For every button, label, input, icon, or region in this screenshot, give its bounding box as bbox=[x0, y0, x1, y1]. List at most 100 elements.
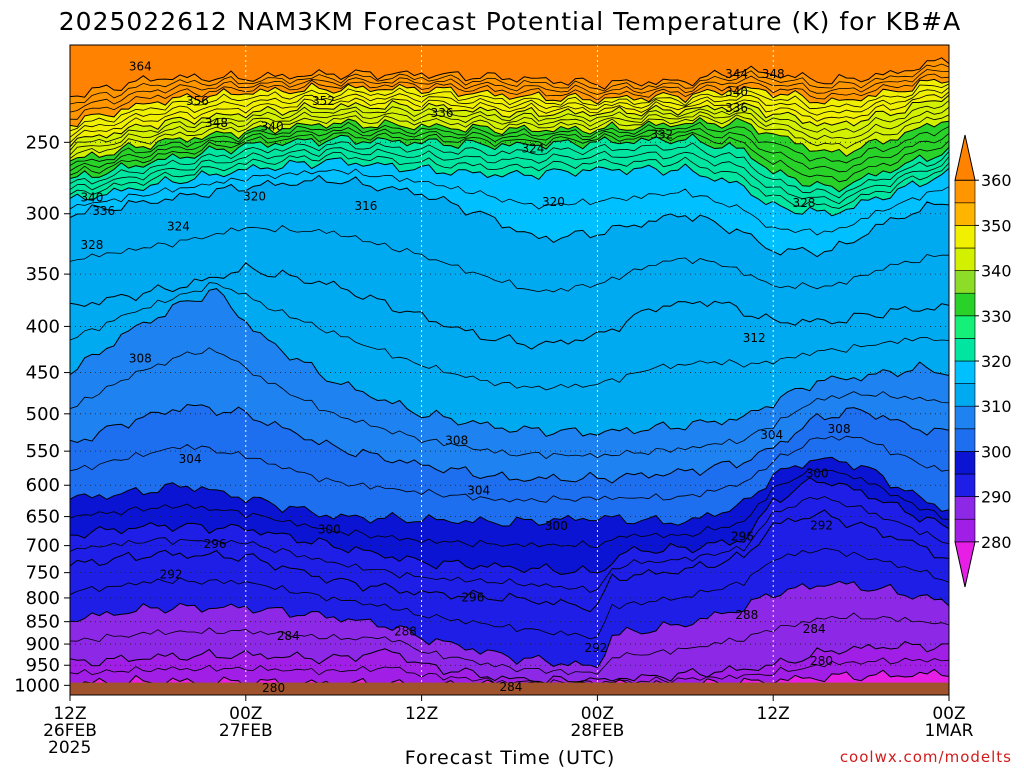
isentrope-line-352 bbox=[70, 78, 949, 128]
y-tick-label: 250 bbox=[26, 132, 60, 153]
contour-label: 304 bbox=[467, 483, 490, 497]
isentrope-line bbox=[70, 168, 949, 236]
contour-label: 332 bbox=[650, 127, 673, 141]
contour-label: 296 bbox=[731, 530, 754, 544]
contour-label: 292 bbox=[160, 568, 183, 582]
isentrope-line bbox=[70, 612, 949, 676]
isentrope-line bbox=[70, 100, 949, 151]
isentrope-line bbox=[70, 63, 949, 105]
x-tick-label: 00Z bbox=[932, 704, 965, 724]
colorbar-label: 340 bbox=[981, 262, 1012, 281]
contour-label: 292 bbox=[584, 641, 607, 655]
colorbar-swatch bbox=[954, 179, 976, 204]
isentrope-line bbox=[70, 496, 949, 593]
contour-label: 328 bbox=[81, 238, 104, 252]
colorbar-swatch bbox=[954, 338, 976, 362]
credit-text: coolwx.com/modelts bbox=[840, 748, 1012, 766]
isentrope-line bbox=[70, 282, 949, 391]
colorbar-label: 360 bbox=[981, 171, 1012, 190]
isentrope-line bbox=[70, 141, 949, 199]
isentrope-line-360 bbox=[70, 57, 949, 98]
colorbar-swatch bbox=[954, 428, 976, 452]
isentrope-line bbox=[70, 83, 949, 132]
isentrope-line-316 bbox=[70, 174, 949, 258]
isentrope-line bbox=[70, 121, 949, 166]
isentrope-line-292 bbox=[70, 509, 949, 613]
isentrope-line-284 bbox=[70, 641, 949, 684]
contour-label: 308 bbox=[445, 433, 468, 447]
isentrope-line-296 bbox=[70, 477, 949, 576]
ground-layer bbox=[70, 682, 949, 695]
colorbar-label: 350 bbox=[981, 216, 1012, 235]
contour-label: 348 bbox=[762, 67, 785, 81]
y-tick-label: 800 bbox=[26, 588, 60, 609]
x-tick-label: 12Z bbox=[757, 704, 790, 724]
y-tick-label: 300 bbox=[26, 204, 60, 225]
contour-label: 316 bbox=[354, 199, 377, 213]
colorbar-swatch bbox=[954, 541, 976, 588]
isentrope-line bbox=[70, 131, 949, 183]
contour-label: 300 bbox=[318, 523, 341, 537]
contour-label: 292 bbox=[810, 519, 833, 533]
y-tick-label: 450 bbox=[26, 363, 60, 384]
isentrope-line bbox=[70, 468, 949, 548]
contour-label: 284 bbox=[277, 629, 300, 643]
colorbar-swatch bbox=[954, 270, 976, 294]
colorbar-swatch bbox=[954, 518, 976, 543]
contour-label: 288 bbox=[735, 608, 758, 622]
contour-label: 344 bbox=[725, 67, 748, 81]
contour-label: 284 bbox=[500, 680, 523, 694]
contour-label: 296 bbox=[204, 537, 227, 551]
contour-label: 340 bbox=[81, 191, 104, 205]
isentrope-line-328 bbox=[70, 133, 949, 193]
contour-label: 336 bbox=[92, 204, 115, 218]
isentrope-line-312 bbox=[70, 262, 949, 350]
colorbar-label: 300 bbox=[981, 442, 1012, 461]
contour-label: 340 bbox=[725, 85, 748, 99]
isentrope-line-336 bbox=[70, 117, 949, 162]
contour-label: 300 bbox=[545, 519, 568, 533]
colorbar-swatch bbox=[954, 225, 976, 249]
contour-label: 324 bbox=[521, 142, 544, 156]
chart-title: 2025022612 NAM3KM Forecast Potential Tem… bbox=[59, 7, 961, 36]
contour-label: 320 bbox=[542, 195, 565, 209]
colorbar-swatch bbox=[954, 247, 976, 271]
contour-label: 280 bbox=[262, 681, 285, 695]
contour-label: 336 bbox=[725, 101, 748, 115]
y-tick-label: 750 bbox=[26, 563, 60, 584]
y-tick-label: 600 bbox=[26, 475, 60, 496]
contour-label: 312 bbox=[743, 331, 766, 345]
contour-label: 308 bbox=[129, 351, 152, 365]
colorbar-swatch bbox=[954, 202, 976, 226]
y-tick-label: 500 bbox=[26, 404, 60, 425]
y-tick-label: 550 bbox=[26, 441, 60, 462]
contour-label: 288 bbox=[394, 625, 417, 639]
isentrope-line-304 bbox=[70, 403, 949, 484]
colorbar: 360 350 340 330 320 310 300 290 280 bbox=[954, 134, 1012, 588]
colorbar-label: 280 bbox=[981, 533, 1012, 552]
isentrope-line bbox=[70, 151, 949, 209]
isentrope-line bbox=[70, 91, 949, 143]
x-tick-label: 27FEB bbox=[219, 721, 273, 741]
colorbar-label: 320 bbox=[981, 352, 1012, 371]
x-tick-label: 00Z bbox=[229, 704, 262, 724]
x-tick-label: 28FEB bbox=[570, 721, 624, 741]
colorbar-label: 290 bbox=[981, 488, 1012, 507]
contour-label: 356 bbox=[186, 94, 209, 108]
colorbar-swatch bbox=[954, 134, 976, 181]
contour-label: 296 bbox=[461, 590, 484, 604]
y-axis: 2503003504004505005506006507007508008509… bbox=[14, 132, 70, 696]
contour-label: 304 bbox=[179, 452, 202, 466]
isentrope-line bbox=[70, 224, 949, 293]
contour-label: 320 bbox=[243, 189, 266, 203]
x-axis-label: Forecast Time (UTC) bbox=[405, 747, 615, 768]
colorbar-swatch bbox=[954, 451, 976, 475]
y-tick-label: 950 bbox=[26, 655, 60, 676]
x-tick-label: 2025 bbox=[48, 738, 91, 758]
colorbar-swatch bbox=[954, 405, 976, 430]
isentrope-line bbox=[70, 106, 949, 156]
isentrope-line-288 bbox=[70, 580, 949, 669]
y-tick-label: 900 bbox=[26, 634, 60, 655]
